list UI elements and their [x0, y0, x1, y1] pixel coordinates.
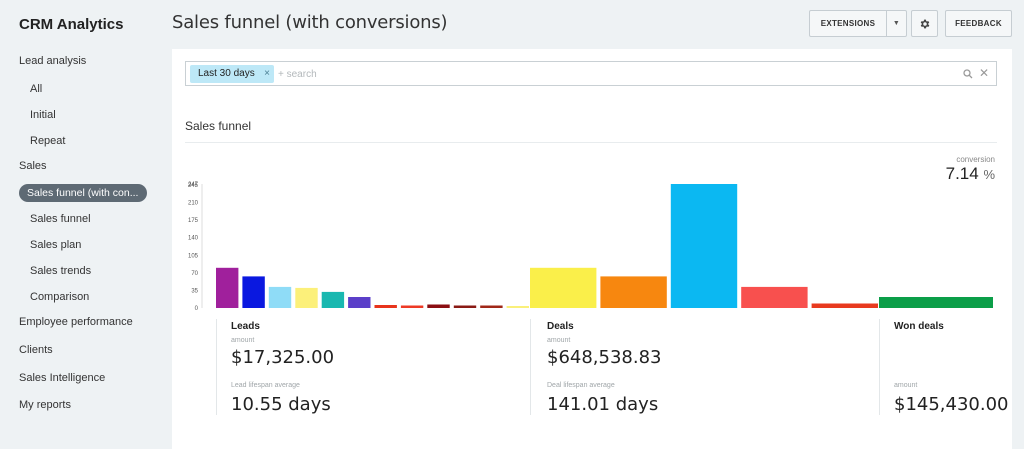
section-title: Sales funnel	[185, 119, 252, 133]
y-tick-label: 105	[188, 253, 199, 259]
y-tick-label: 140	[188, 236, 199, 242]
bar-leads-6[interactable]	[348, 297, 371, 308]
bar-leads-3[interactable]	[268, 286, 292, 308]
sidebar-item-sales-funnel[interactable]: Sales funnel	[30, 213, 91, 225]
conversion-number: 7.14	[945, 164, 979, 183]
sidebar-item-comparison[interactable]: Comparison	[30, 291, 90, 303]
bar-leads-4[interactable]	[295, 287, 318, 308]
divider	[879, 319, 880, 415]
bar-leads-1[interactable]	[216, 267, 239, 308]
divider	[216, 319, 217, 415]
y-tick-label: 0	[195, 306, 199, 312]
feedback-button[interactable]: FEEDBACK	[945, 10, 1012, 37]
filter-tag-label: Last 30 days	[198, 68, 255, 79]
sidebar: CRM Analytics Lead analysis All Initial …	[0, 0, 160, 449]
leads-title: Leads	[231, 321, 260, 332]
sidebar-item-clients[interactable]: Clients	[19, 344, 53, 356]
y-tick-label: 35	[191, 288, 198, 294]
y-tick-label: 245	[188, 183, 199, 189]
bar-leads-11[interactable]	[480, 305, 503, 309]
bar-leads-5[interactable]	[321, 291, 345, 308]
bar-leads-10[interactable]	[453, 305, 477, 309]
close-icon[interactable]: ×	[264, 68, 270, 79]
deals-title: Deals	[547, 321, 574, 332]
bar-deals-1[interactable]	[530, 267, 597, 308]
bar-leads-8[interactable]	[400, 305, 424, 309]
search-input[interactable]	[278, 66, 838, 82]
sidebar-item-sales-funnel-conversions[interactable]: Sales funnel (with con...	[19, 184, 147, 202]
y-tick-label: 210	[188, 201, 199, 207]
page-title: Sales funnel (with conversions)	[172, 12, 448, 33]
gear-icon	[920, 19, 929, 28]
sidebar-item-employee-performance[interactable]: Employee performance	[19, 316, 133, 328]
filter-tag[interactable]: Last 30 days ×	[190, 65, 274, 83]
sidebar-item-sales-plan[interactable]: Sales plan	[30, 239, 82, 251]
search-icon[interactable]	[962, 68, 974, 80]
y-tick-label: 247	[188, 182, 199, 188]
bar-deals-2[interactable]	[600, 276, 667, 308]
conversion-unit: %	[983, 167, 995, 182]
bar-leads-12[interactable]	[506, 306, 529, 308]
leads-amount-label: amount	[231, 337, 255, 344]
bar-leads-7[interactable]	[374, 305, 397, 308]
chevron-down-icon[interactable]: ▼	[886, 11, 906, 36]
bar-deals-4[interactable]	[741, 286, 808, 308]
sidebar-item-initial[interactable]: Initial	[30, 109, 56, 121]
won-amount-label: amount	[894, 382, 918, 389]
won-deals-title: Won deals	[894, 321, 944, 332]
leads-lifespan: 10.55 days	[231, 394, 331, 415]
divider	[185, 142, 997, 143]
sidebar-item-my-reports[interactable]: My reports	[19, 399, 71, 411]
deals-lifespan-label: Deal lifespan average	[547, 382, 615, 389]
sidebar-item-sales-intelligence[interactable]: Sales Intelligence	[19, 372, 106, 384]
sidebar-item-sales-trends[interactable]: Sales trends	[30, 265, 92, 277]
bar-deals-3[interactable]	[670, 184, 738, 308]
clear-icon[interactable]: ✕	[978, 66, 989, 80]
bar-won-deals-1[interactable]	[879, 297, 993, 308]
main-panel: Last 30 days × ✕ Sales funnel conversion…	[172, 49, 1012, 449]
extensions-button[interactable]: EXTENSIONS ▼	[809, 10, 907, 37]
bar-leads-2[interactable]	[242, 276, 265, 308]
leads-amount: $17,325.00	[231, 347, 335, 368]
settings-button[interactable]	[911, 10, 938, 37]
extensions-label: EXTENSIONS	[820, 19, 876, 28]
sidebar-item-lead-analysis[interactable]: Lead analysis	[19, 55, 87, 67]
conversion-value: 7.14 %	[946, 164, 995, 184]
sidebar-item-repeat[interactable]: Repeat	[30, 135, 66, 147]
app-title: CRM Analytics	[19, 16, 124, 33]
y-tick-label: 70	[191, 271, 198, 277]
bar-leads-9[interactable]	[427, 304, 450, 309]
leads-lifespan-label: Lead lifespan average	[231, 382, 300, 389]
filter-bar[interactable]: Last 30 days × ✕	[185, 61, 997, 86]
conversion-label: conversion	[956, 155, 995, 164]
won-amount: $145,430.00	[894, 394, 1009, 415]
y-tick-label: 175	[188, 218, 199, 224]
sidebar-item-sales[interactable]: Sales	[19, 160, 47, 172]
bar-deals-5[interactable]	[811, 303, 878, 309]
deals-amount-label: amount	[547, 337, 571, 344]
sidebar-item-all[interactable]: All	[30, 83, 43, 95]
deals-lifespan: 141.01 days	[547, 394, 659, 415]
deals-amount: $648,538.83	[547, 347, 662, 368]
divider	[530, 319, 531, 415]
